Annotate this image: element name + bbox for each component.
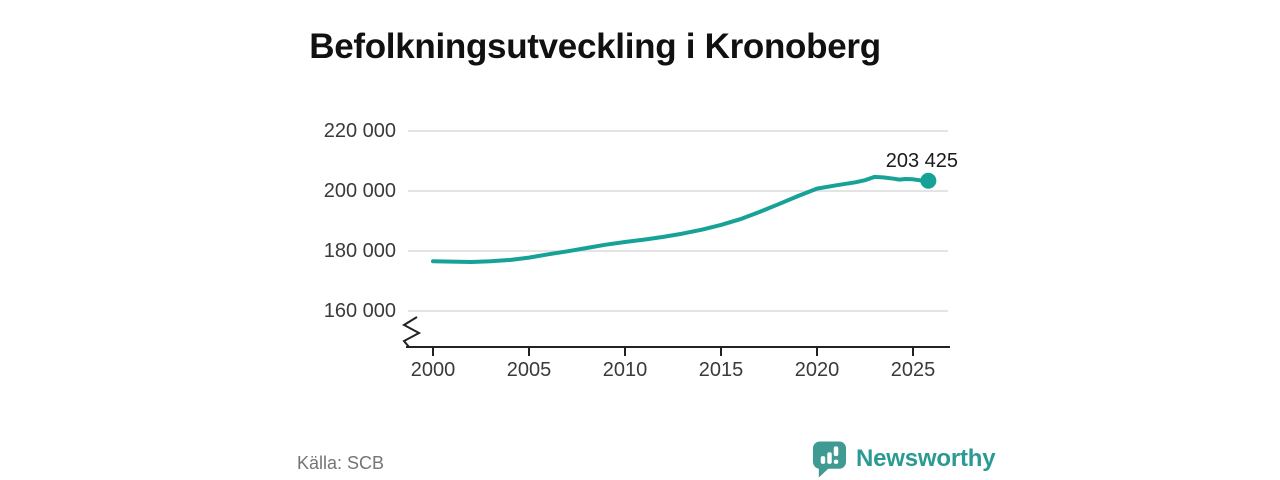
population-line	[431, 174, 931, 264]
x-axis-tick-label: 2015	[698, 359, 744, 381]
x-axis-tick-label: 2000	[410, 359, 456, 381]
y-axis-tick-label: 160 000	[323, 300, 396, 322]
x-axis-tick-label: 2005	[506, 359, 552, 381]
source-note: Källa: SCB	[297, 453, 385, 473]
newsworthy-bubble-chart-icon	[812, 441, 847, 478]
brand-name: Newsworthy	[856, 445, 996, 472]
end-point-marker	[920, 172, 937, 189]
latest-value-annotation: 203 425	[885, 150, 958, 172]
x-axis-tick-label: 2010	[602, 359, 648, 381]
y-axis-tick-label: 200 000	[323, 180, 396, 202]
axis-break-symbol	[401, 316, 422, 348]
chart-title: Befolkningsutveckling i Kronoberg	[309, 27, 881, 67]
newsworthy-logo: Newsworthy	[812, 440, 996, 478]
y-axis-tick-label: 220 000	[323, 120, 396, 142]
x-axis-tick-label: 2020	[794, 359, 840, 381]
y-axis-tick-label: 180 000	[323, 240, 396, 262]
x-axis-tick-label: 2025	[890, 359, 936, 381]
